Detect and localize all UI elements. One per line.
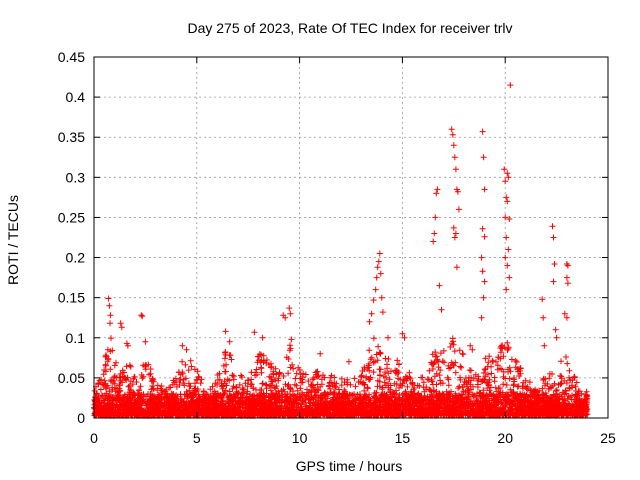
data-point (427, 394, 434, 401)
data-point (372, 393, 379, 400)
data-point (469, 391, 476, 398)
data-point (220, 391, 227, 398)
grid-lines (94, 57, 608, 418)
data-point (124, 394, 131, 401)
data-points (91, 82, 591, 419)
data-point (301, 399, 308, 406)
